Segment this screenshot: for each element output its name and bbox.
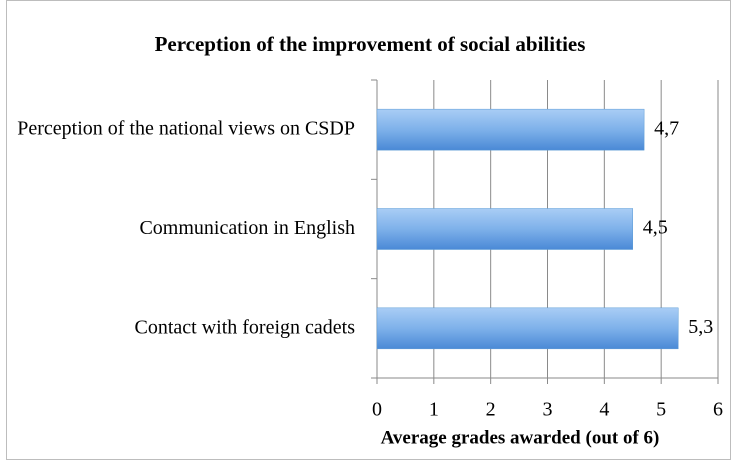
bar: [376, 307, 679, 350]
data-label: 5,3: [688, 316, 713, 338]
y-tick-label: Perception of the national views on CSDP: [17, 117, 355, 139]
x-tick-label: 5: [656, 399, 666, 421]
bar: [376, 208, 633, 250]
y-tick-label: Communication in English: [139, 217, 355, 239]
x-tick-label: 3: [543, 399, 553, 421]
bar: [376, 108, 645, 151]
x-tick-label: 6: [713, 399, 723, 421]
data-label: 4,7: [654, 117, 679, 139]
x-tick-label: 1: [429, 399, 439, 421]
x-tick-label: 4: [599, 399, 609, 421]
x-tick-label: 0: [372, 399, 382, 421]
x-tick-label: 2: [486, 399, 496, 421]
y-tick-label: Contact with foreign cadets: [135, 316, 356, 338]
x-axis-title: Average grades awarded (out of 6): [381, 427, 660, 448]
data-label: 4,5: [643, 217, 668, 239]
chart-title: Perception of the improvement of social …: [155, 32, 586, 56]
